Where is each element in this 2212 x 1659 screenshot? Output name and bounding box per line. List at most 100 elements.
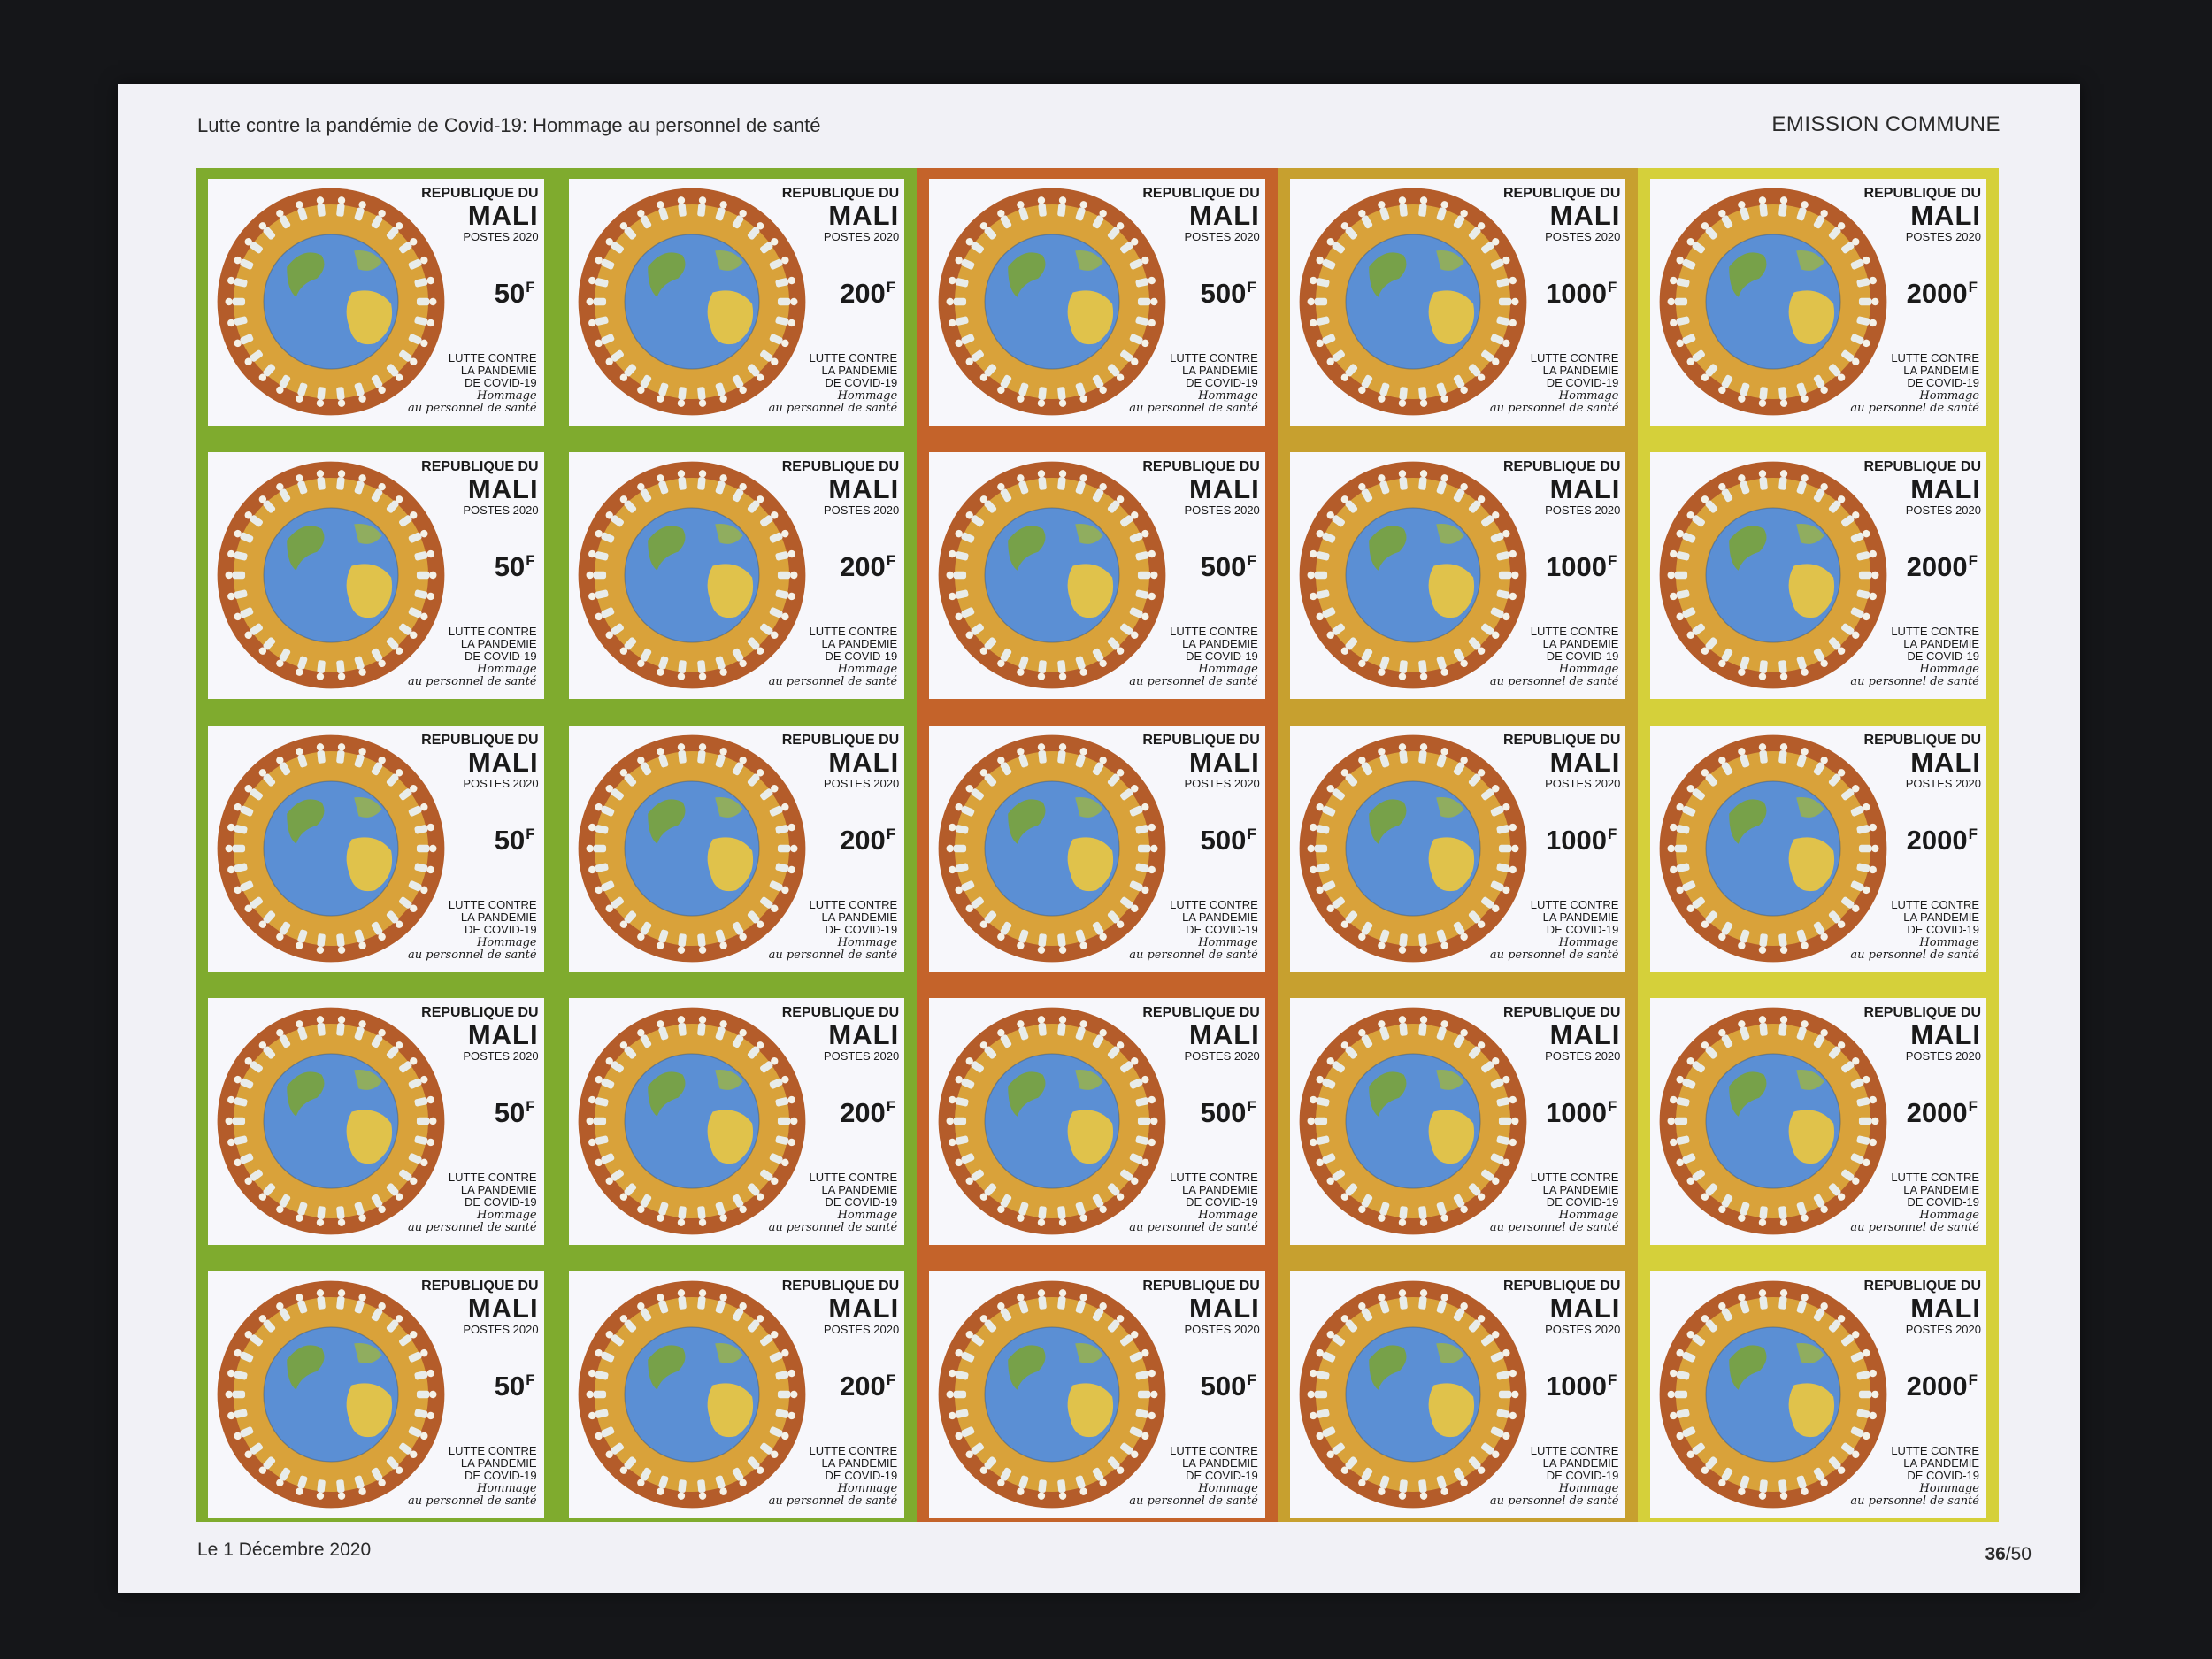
stamp-currency: F: [1247, 1098, 1256, 1116]
stamp-country-block: REPUBLIQUE DU MALI POSTES 2020: [1848, 459, 1981, 518]
stamp-lutte-line: LA PANDEMIE: [1542, 910, 1619, 924]
globe-illustration: [1299, 461, 1527, 689]
stamp-year: POSTES 2020: [1905, 1049, 1981, 1064]
stamp-hommage-line: Hommage: [837, 1482, 898, 1496]
stamp-year: POSTES 2020: [463, 503, 539, 517]
stamp-country-line1: REPUBLIQUE DU: [1142, 1005, 1260, 1021]
stamp-lutte: LUTTE CONTRE LA PANDEMIE DE COVID-19: [404, 898, 537, 936]
stamp-country-line1: REPUBLIQUE DU: [781, 1005, 900, 1021]
stamp-lutte-line: LA PANDEMIE: [460, 1183, 537, 1197]
stamp-year: POSTES 2020: [1184, 776, 1260, 790]
stamp-country-line1: REPUBLIQUE DU: [1502, 1279, 1621, 1294]
stamp-lutte-line: LUTTE CONTRE: [809, 351, 898, 365]
stamp-lutte-line: LA PANDEMIE: [821, 1183, 898, 1197]
stamp-grid: REPUBLIQUE DU MALI POSTES 2020 50F LUTTE CON…: [196, 168, 1999, 1522]
stamp-currency: F: [526, 551, 535, 569]
stamp-hommage-line: Hommage: [1919, 1482, 1979, 1496]
stamp-hommage: Hommage au personnel de santé: [1829, 1483, 1979, 1508]
stamp-column: REPUBLIQUE DU MALI POSTES 2020 1000F LUTTE C…: [1277, 168, 1639, 1522]
stamp-lutte-line: LA PANDEMIE: [1903, 1456, 1979, 1471]
stamp-value: 1000F: [1546, 1371, 1617, 1402]
stamp-lutte-line: LA PANDEMIE: [1903, 364, 1979, 377]
stamp-lutte-line: LA PANDEMIE: [1182, 364, 1258, 377]
stamp-column: REPUBLIQUE DU MALI POSTES 2020 50F LUTTE CON…: [196, 168, 557, 1522]
globe-illustration: [938, 1280, 1166, 1509]
stamp-country-line1: REPUBLIQUE DU: [1502, 732, 1621, 748]
globe-illustration: [217, 461, 445, 689]
stamp-currency: F: [1968, 825, 1978, 842]
stamp-country-name: MALI: [1910, 200, 1981, 231]
stamp-country-block: REPUBLIQUE DU MALI POSTES 2020: [1848, 186, 1981, 244]
stamp-country-block: REPUBLIQUE DU MALI POSTES 2020: [766, 1279, 899, 1337]
stamp-country-name: MALI: [1189, 746, 1260, 778]
stamp-hommage: Hommage au personnel de santé: [1468, 663, 1619, 688]
stamp-country-block: REPUBLIQUE DU MALI POSTES 2020: [406, 733, 539, 791]
emission-label: EMISSION COMMUNE: [1771, 112, 2001, 136]
stamp-country-line1: REPUBLIQUE DU: [781, 458, 900, 474]
stamp-lutte-line: LUTTE CONTRE: [1530, 351, 1619, 365]
stamp-lutte: LUTTE CONTRE LA PANDEMIE DE COVID-19: [1847, 898, 1979, 936]
globe-illustration: [217, 188, 445, 416]
stamp-year: POSTES 2020: [1545, 503, 1621, 517]
stamp-country-name: MALI: [828, 200, 900, 231]
stamp: REPUBLIQUE DU MALI POSTES 2020 200F LUTTE CO…: [568, 1271, 905, 1518]
stamp-hommage-line: Hommage: [1198, 1209, 1258, 1223]
stamp-year: POSTES 2020: [1545, 1323, 1621, 1337]
stamp-year: POSTES 2020: [823, 230, 900, 243]
stamp-hommage-line: Hommage: [477, 1482, 537, 1496]
stamp-year: POSTES 2020: [823, 503, 900, 517]
stamp-lutte-line: LA PANDEMIE: [460, 636, 537, 650]
stamp-lutte-line: LUTTE CONTRE: [1891, 1444, 1979, 1458]
stamp-country-line1: REPUBLIQUE DU: [1142, 732, 1260, 748]
stamp-year: POSTES 2020: [1545, 230, 1621, 243]
stamp-country-name: MALI: [828, 746, 900, 778]
stamp-lutte-line: DE COVID-19: [1546, 1469, 1619, 1483]
stamp-country-name: MALI: [828, 472, 900, 504]
stamp-lutte-line: LUTTE CONTRE: [809, 897, 898, 911]
stamp-hommage-line: au personnel de santé: [768, 1221, 898, 1235]
stamp-year: POSTES 2020: [463, 1323, 539, 1337]
stamp: REPUBLIQUE DU MALI POSTES 2020 500F LUTTE CO…: [929, 451, 1265, 699]
stamp-hommage: Hommage au personnel de santé: [1468, 390, 1619, 415]
stamp-lutte-line: DE COVID-19: [1907, 649, 1979, 663]
stamp-year: POSTES 2020: [1184, 230, 1260, 243]
stamp-lutte: LUTTE CONTRE LA PANDEMIE DE COVID-19: [1847, 1445, 1979, 1482]
stamp-hommage: Hommage au personnel de santé: [747, 1210, 898, 1235]
stamp-hommage-line: Hommage: [477, 389, 537, 403]
stamp-country-line1: REPUBLIQUE DU: [1863, 1279, 1981, 1294]
stamp-value: 2000F: [1906, 550, 1978, 582]
stamp-country-name: MALI: [467, 746, 539, 778]
stamp-value: 200F: [840, 1371, 896, 1402]
stamp-hommage-line: Hommage: [477, 1209, 537, 1223]
stamp-lutte: LUTTE CONTRE LA PANDEMIE DE COVID-19: [1486, 1445, 1619, 1483]
stamp-hommage-line: Hommage: [1919, 662, 1979, 676]
stamp-value: 200F: [840, 278, 896, 309]
stamp-lutte-line: LUTTE CONTRE: [1530, 897, 1619, 911]
stamp-hommage-line: Hommage: [477, 935, 537, 949]
globe-illustration: [217, 734, 445, 962]
stamp-value: 1000F: [1546, 278, 1617, 309]
stamp-lutte: LUTTE CONTRE LA PANDEMIE DE COVID-19: [1486, 351, 1619, 389]
stamp-lutte-line: LUTTE CONTRE: [1891, 1171, 1979, 1185]
stamp-hommage: Hommage au personnel de santé: [387, 390, 537, 415]
stamp-hommage-line: Hommage: [1198, 662, 1258, 676]
stamp-country-name: MALI: [1189, 1019, 1260, 1051]
stamp-year: POSTES 2020: [463, 1049, 539, 1064]
stamp-year: POSTES 2020: [1545, 1049, 1621, 1064]
stamp-country-name: MALI: [467, 1293, 539, 1325]
stamp-year: POSTES 2020: [823, 776, 900, 790]
stamp-country-block: REPUBLIQUE DU MALI POSTES 2020: [766, 186, 899, 244]
stamp: REPUBLIQUE DU MALI POSTES 2020 50F LUTTE CON…: [208, 998, 544, 1246]
stamp-lutte-line: LUTTE CONTRE: [1170, 351, 1258, 365]
stamp: REPUBLIQUE DU MALI POSTES 2020 500F LUTTE CO…: [929, 1271, 1265, 1518]
globe-illustration: [938, 188, 1166, 416]
stamp-country-block: REPUBLIQUE DU MALI POSTES 2020: [406, 459, 539, 518]
stamp-hommage: Hommage au personnel de santé: [1108, 1483, 1258, 1508]
stamp-country-name: MALI: [828, 1019, 900, 1051]
globe-illustration: [578, 188, 805, 416]
globe-illustration: [1660, 1008, 1887, 1235]
globe-illustration: [938, 461, 1166, 689]
stamp-country-name: MALI: [1910, 1293, 1981, 1325]
stamp-country-name: MALI: [1910, 1019, 1981, 1051]
stamp-lutte-line: DE COVID-19: [825, 922, 898, 936]
